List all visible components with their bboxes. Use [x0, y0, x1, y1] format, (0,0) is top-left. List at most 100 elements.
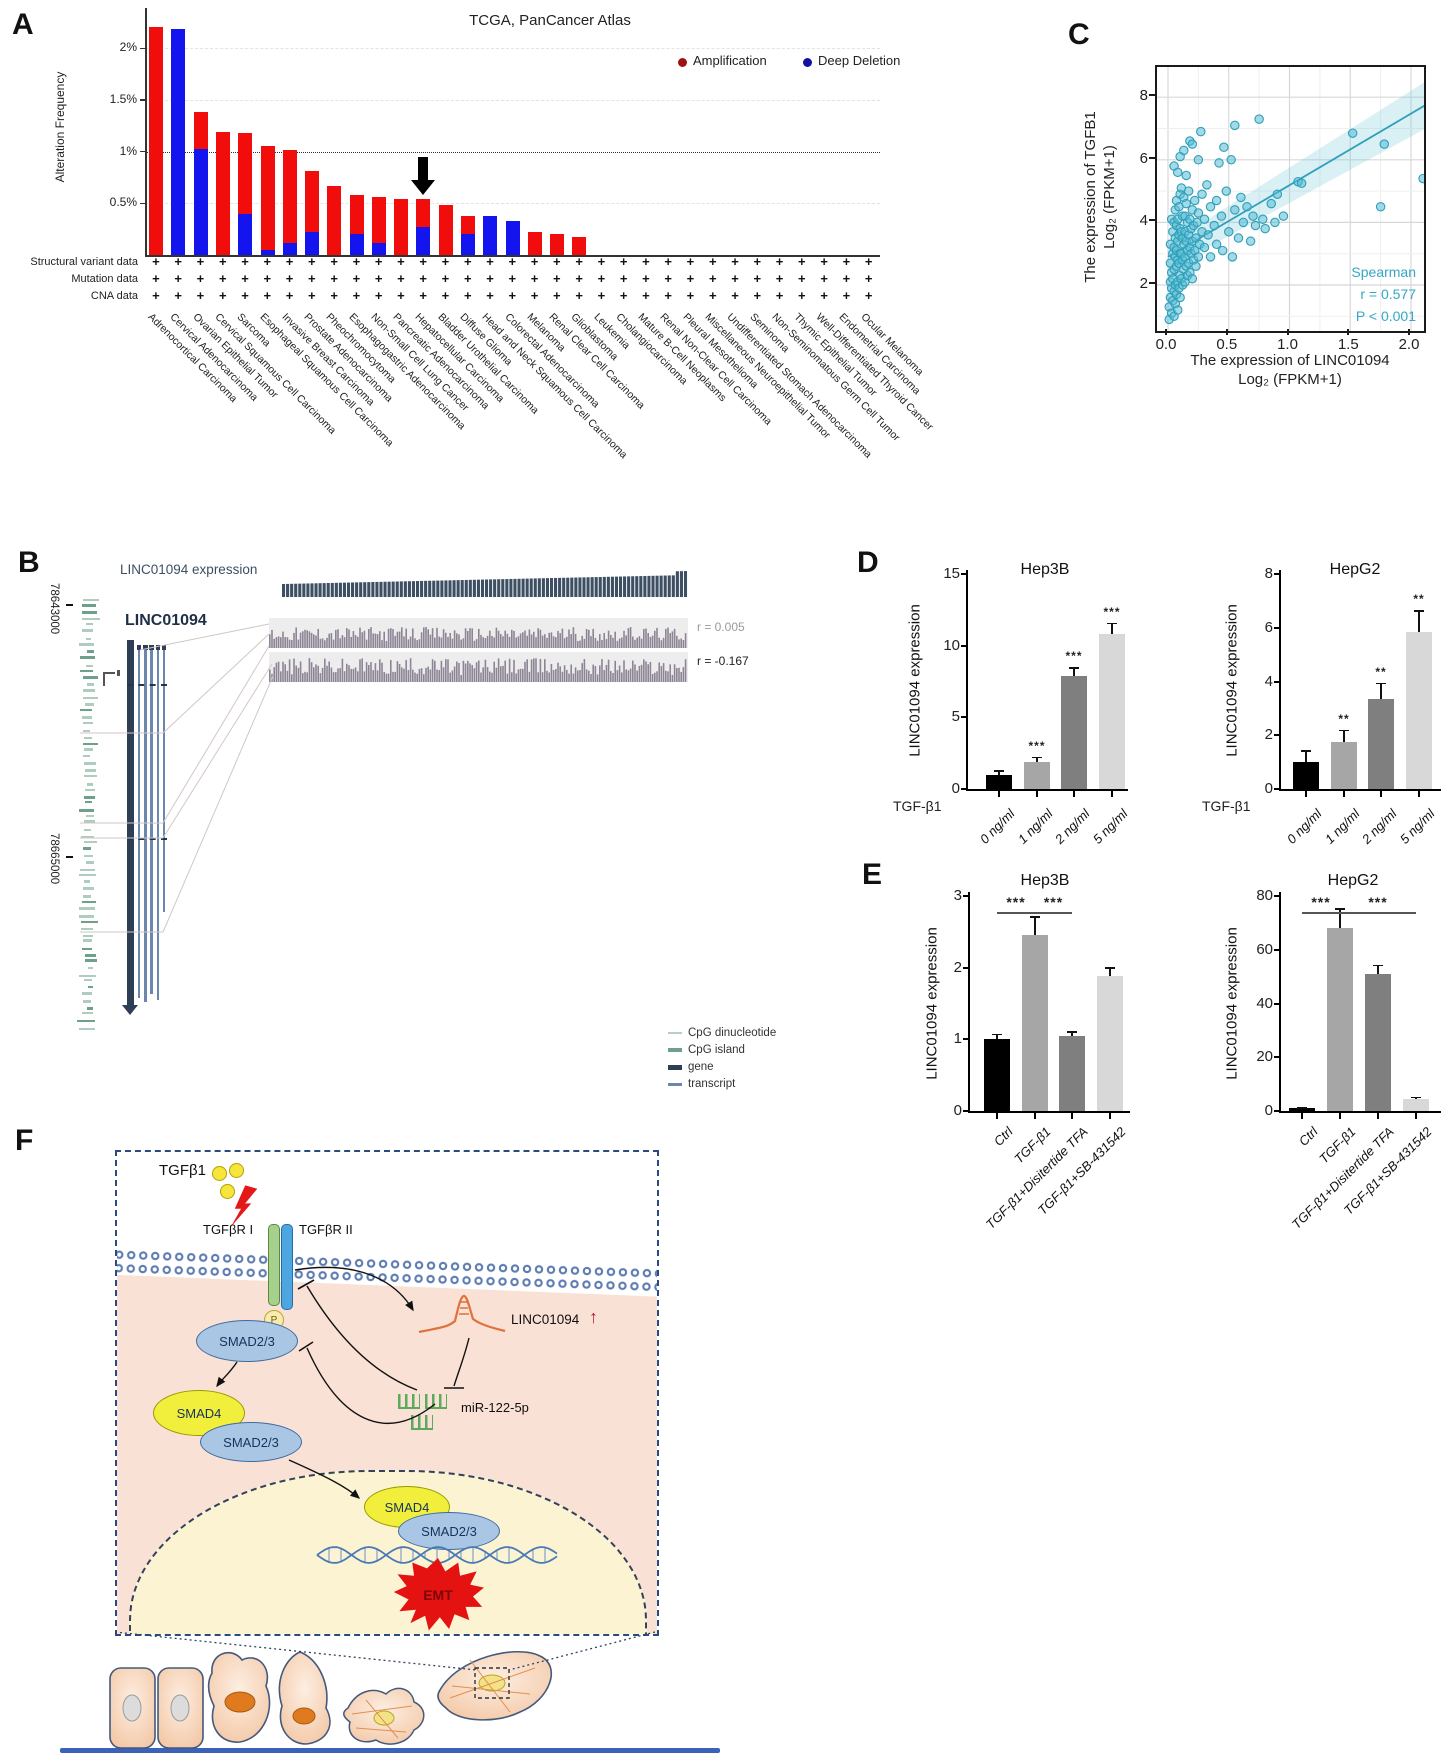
plus-mark: +	[241, 271, 249, 286]
d-hepg2-title: HepG2	[1329, 561, 1381, 578]
plus-mark: +	[397, 288, 405, 303]
ytick-mark	[961, 788, 966, 790]
error-cap	[992, 1033, 1002, 1036]
plus-mark: +	[642, 271, 650, 286]
bar-amplification-4	[238, 132, 253, 214]
cell-nucleus	[373, 1710, 395, 1726]
xtick-mark	[1377, 1113, 1379, 1119]
scatter-point	[1191, 261, 1201, 271]
plus-mark: +	[798, 254, 806, 269]
bar-deletion-4	[238, 213, 253, 255]
plus-mark: +	[374, 254, 383, 269]
plus-mark: +	[864, 288, 873, 303]
plus-mark: +	[597, 288, 606, 303]
plus-mark: +	[530, 288, 539, 303]
scatter-point	[1245, 236, 1256, 246]
transcript-cap	[149, 645, 154, 650]
panel-a-ylabel: Alteration Frequency	[53, 71, 67, 183]
cpg-mark	[79, 656, 95, 659]
error-bar	[1036, 756, 1038, 763]
plus-mark: +	[597, 254, 606, 269]
bar-deletion-9	[349, 234, 364, 255]
scatter-point	[1227, 252, 1238, 262]
scatter-point	[1216, 211, 1227, 221]
ytick-mark	[963, 1038, 968, 1041]
panel-b-label: B	[18, 546, 40, 579]
cpg-island-swatch	[668, 1048, 682, 1052]
scatter-point	[1202, 180, 1212, 190]
scatter-point	[1183, 186, 1194, 196]
legend-label: CpG island	[688, 1044, 745, 1056]
scatter-point	[1418, 173, 1424, 184]
legend-amplification: Amplification	[693, 53, 767, 68]
gene-body	[127, 640, 134, 1006]
cpg-mark	[83, 978, 93, 982]
cpg-mark	[83, 939, 92, 942]
cpg-mark	[81, 604, 97, 607]
cpg-mark	[83, 774, 98, 778]
bar-amplification-0	[149, 27, 164, 255]
dna-helix-icon	[316, 1546, 558, 1564]
cpg-mark	[82, 598, 99, 602]
zoom-connector-line	[508, 1631, 656, 1671]
plus-mark: +	[308, 288, 316, 303]
cpg-mark	[82, 754, 90, 758]
sig-mark: ***	[1065, 649, 1083, 664]
bar-amplification-10	[371, 197, 386, 243]
bar-deletion-16	[505, 220, 520, 255]
cpg-mark	[81, 920, 99, 923]
plus-mark: +	[686, 288, 695, 303]
bar-amplification-12	[416, 199, 431, 228]
plus-mark: +	[597, 271, 606, 286]
plus-mark: +	[798, 271, 806, 286]
plus-mark: +	[664, 254, 672, 269]
bar-TGF-β1	[1022, 935, 1048, 1111]
expression-track-label: LINC01094 expression	[120, 562, 258, 577]
bar-TGF-β1+Disitertide TFA	[1059, 1035, 1085, 1111]
scatter-point	[1250, 220, 1261, 231]
zoom-target-rect	[474, 1667, 510, 1699]
cpg-mark	[79, 1027, 96, 1031]
plus-mark: +	[619, 288, 628, 303]
transcript-cap	[161, 645, 167, 650]
plus-mark: +	[619, 271, 628, 286]
plus-mark: +	[419, 288, 427, 303]
hcc-arrow-icon	[418, 157, 429, 180]
scatter-point	[1209, 220, 1219, 231]
tgfb1-ligand-icon	[212, 1166, 227, 1181]
xtick-mark	[1301, 1113, 1303, 1119]
plus-mark: +	[397, 254, 405, 269]
ytick-1%: 1%	[119, 143, 137, 158]
ytick: 2	[953, 958, 962, 976]
c-ytick: 2	[1139, 275, 1148, 292]
c-ytick: 6	[1139, 149, 1148, 167]
plus-mark: +	[708, 271, 717, 286]
bar-deletion-7	[305, 232, 320, 255]
cpg-mark	[83, 820, 95, 823]
ytick-mark	[140, 202, 145, 205]
plus-mark: +	[553, 288, 561, 303]
stress-fiber	[351, 1705, 413, 1715]
scatter-point	[1236, 192, 1246, 203]
d-hep3b-ylabel: LINC01094 expression	[906, 604, 924, 757]
cpg-mark	[83, 696, 99, 700]
cpg-mark	[86, 1007, 93, 1010]
bar-Ctrl	[1289, 1108, 1315, 1111]
error-cap	[1411, 1096, 1421, 1099]
bar-deletion-12	[416, 227, 431, 255]
plus-mark: +	[330, 254, 338, 269]
plus-mark: +	[374, 288, 383, 303]
cpg-mark	[83, 796, 95, 799]
y-axis	[966, 570, 969, 789]
stress-fiber	[451, 1685, 531, 1695]
ytick: 0	[951, 780, 960, 797]
ytick-mark	[1274, 895, 1279, 897]
cpg-mark	[87, 985, 93, 989]
scatter-point	[1379, 139, 1390, 149]
error-cap	[1301, 750, 1311, 752]
cpg-mark	[83, 736, 93, 740]
e-hep3b-title: Hep3B	[1020, 872, 1070, 889]
ytick: 2	[1264, 726, 1273, 744]
e-hepg2-ylabel: LINC01094 expression	[1223, 927, 1241, 1080]
ytick: 80	[1256, 887, 1273, 904]
